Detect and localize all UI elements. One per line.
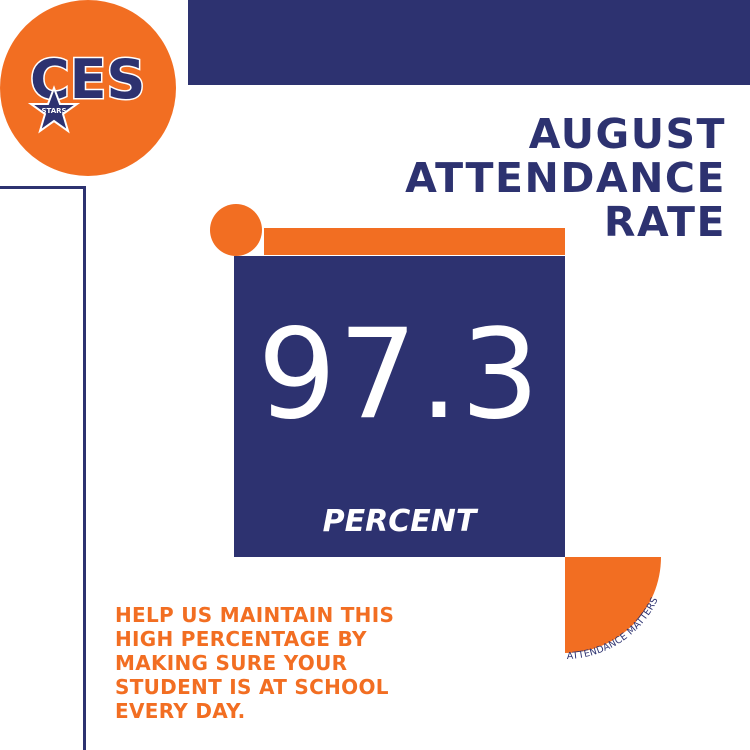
top-banner <box>188 0 750 85</box>
outline-horizontal <box>0 186 86 189</box>
title-line-1: AUGUST <box>528 110 726 158</box>
quarter-circle <box>565 557 661 653</box>
stat-panel <box>234 256 565 557</box>
school-logo: CES STARS <box>0 0 176 176</box>
attendance-value: 97.3 <box>257 303 542 447</box>
star-icon: STARS <box>27 85 81 134</box>
logo-star-text: STARS <box>41 107 66 115</box>
message-text: HELP US MAINTAIN THIS HIGH PERCENTAGE BY… <box>115 603 395 723</box>
orange-dot <box>210 204 262 256</box>
page-title: AUGUST ATTENDANCE RATE <box>306 112 726 244</box>
title-line-2: ATTENDANCE <box>405 154 726 202</box>
outline-vertical <box>83 186 86 750</box>
attendance-unit: PERCENT <box>322 504 477 539</box>
title-line-3: RATE <box>603 198 726 246</box>
logo-letters: CES <box>30 48 145 111</box>
attendance-matters-badge: ATTENDANCE MATTERS <box>565 557 661 662</box>
orange-bar <box>264 228 565 255</box>
